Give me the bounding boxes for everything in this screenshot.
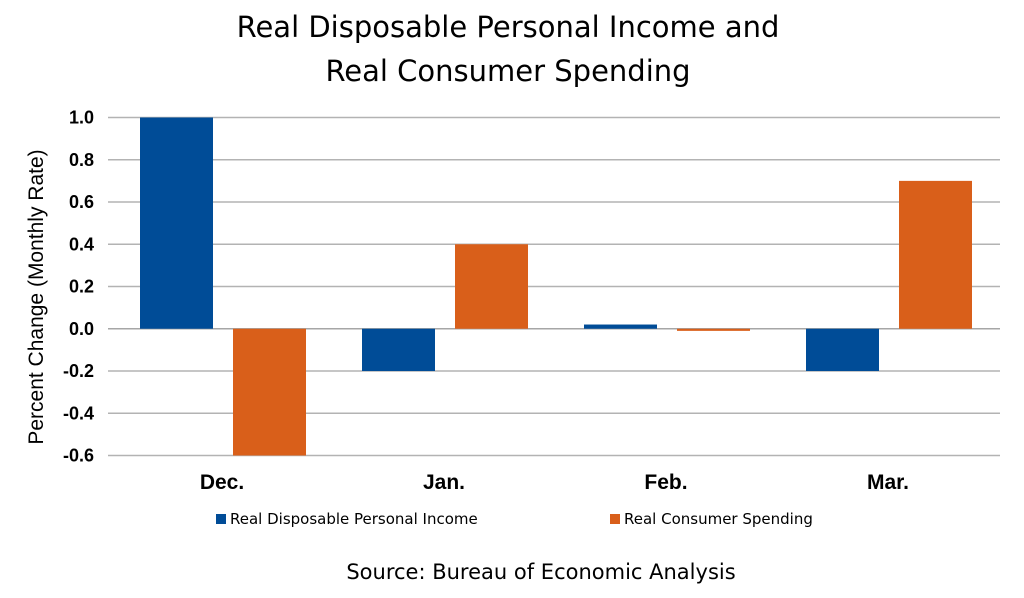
x-axis-categories: Dec. Jan. Feb. Mar. [200, 471, 909, 494]
bar-spending-jan [455, 244, 528, 329]
legend-label-income: Real Disposable Personal Income [230, 510, 478, 528]
y-axis-label: Percent Change (Monthly Rate) [25, 149, 48, 444]
y-tick-label-1: 0.8 [69, 150, 94, 170]
x-category-label-1: Jan. [423, 471, 465, 494]
bar-spending-mar [899, 180, 972, 329]
bar-income-jan [362, 328, 435, 371]
y-tick-label-2: 0.6 [69, 192, 94, 212]
bar-income-mar [806, 328, 879, 371]
bars [140, 117, 972, 456]
legend-swatch-spending [610, 514, 620, 524]
bar-income-feb [584, 324, 657, 329]
chart-title-line-2: Real Consumer Spending [325, 54, 690, 88]
y-tick-label-8: -0.6 [63, 446, 94, 466]
y-axis-ticks: 1.0 0.8 0.6 0.4 0.2 0.0 -0.2 -0.4 -0.6 [63, 108, 94, 466]
bar-spending-dec [233, 328, 306, 456]
y-tick-label-6: -0.2 [63, 361, 94, 381]
legend-swatch-income [216, 514, 226, 524]
bar-income-dec [140, 117, 213, 329]
legend-item-income: Real Disposable Personal Income [216, 510, 478, 528]
y-tick-label-0: 1.0 [69, 108, 94, 128]
bar-spending-feb [677, 328, 750, 331]
legend-item-spending: Real Consumer Spending [610, 510, 813, 528]
legend: Real Disposable Personal Income Real Con… [216, 510, 813, 528]
x-category-label-3: Mar. [867, 471, 909, 494]
legend-label-spending: Real Consumer Spending [624, 510, 813, 528]
x-category-label-0: Dec. [200, 471, 244, 494]
chart-title: Real Disposable Personal Income and Real… [237, 10, 780, 88]
y-tick-label-5: 0.0 [69, 319, 94, 339]
x-category-label-2: Feb. [644, 471, 687, 494]
y-tick-label-3: 0.4 [69, 234, 94, 254]
y-tick-label-7: -0.4 [63, 403, 94, 423]
source-note: Source: Bureau of Economic Analysis [346, 560, 735, 584]
y-tick-label-4: 0.2 [69, 277, 94, 297]
chart-title-line-1: Real Disposable Personal Income and [237, 10, 780, 44]
